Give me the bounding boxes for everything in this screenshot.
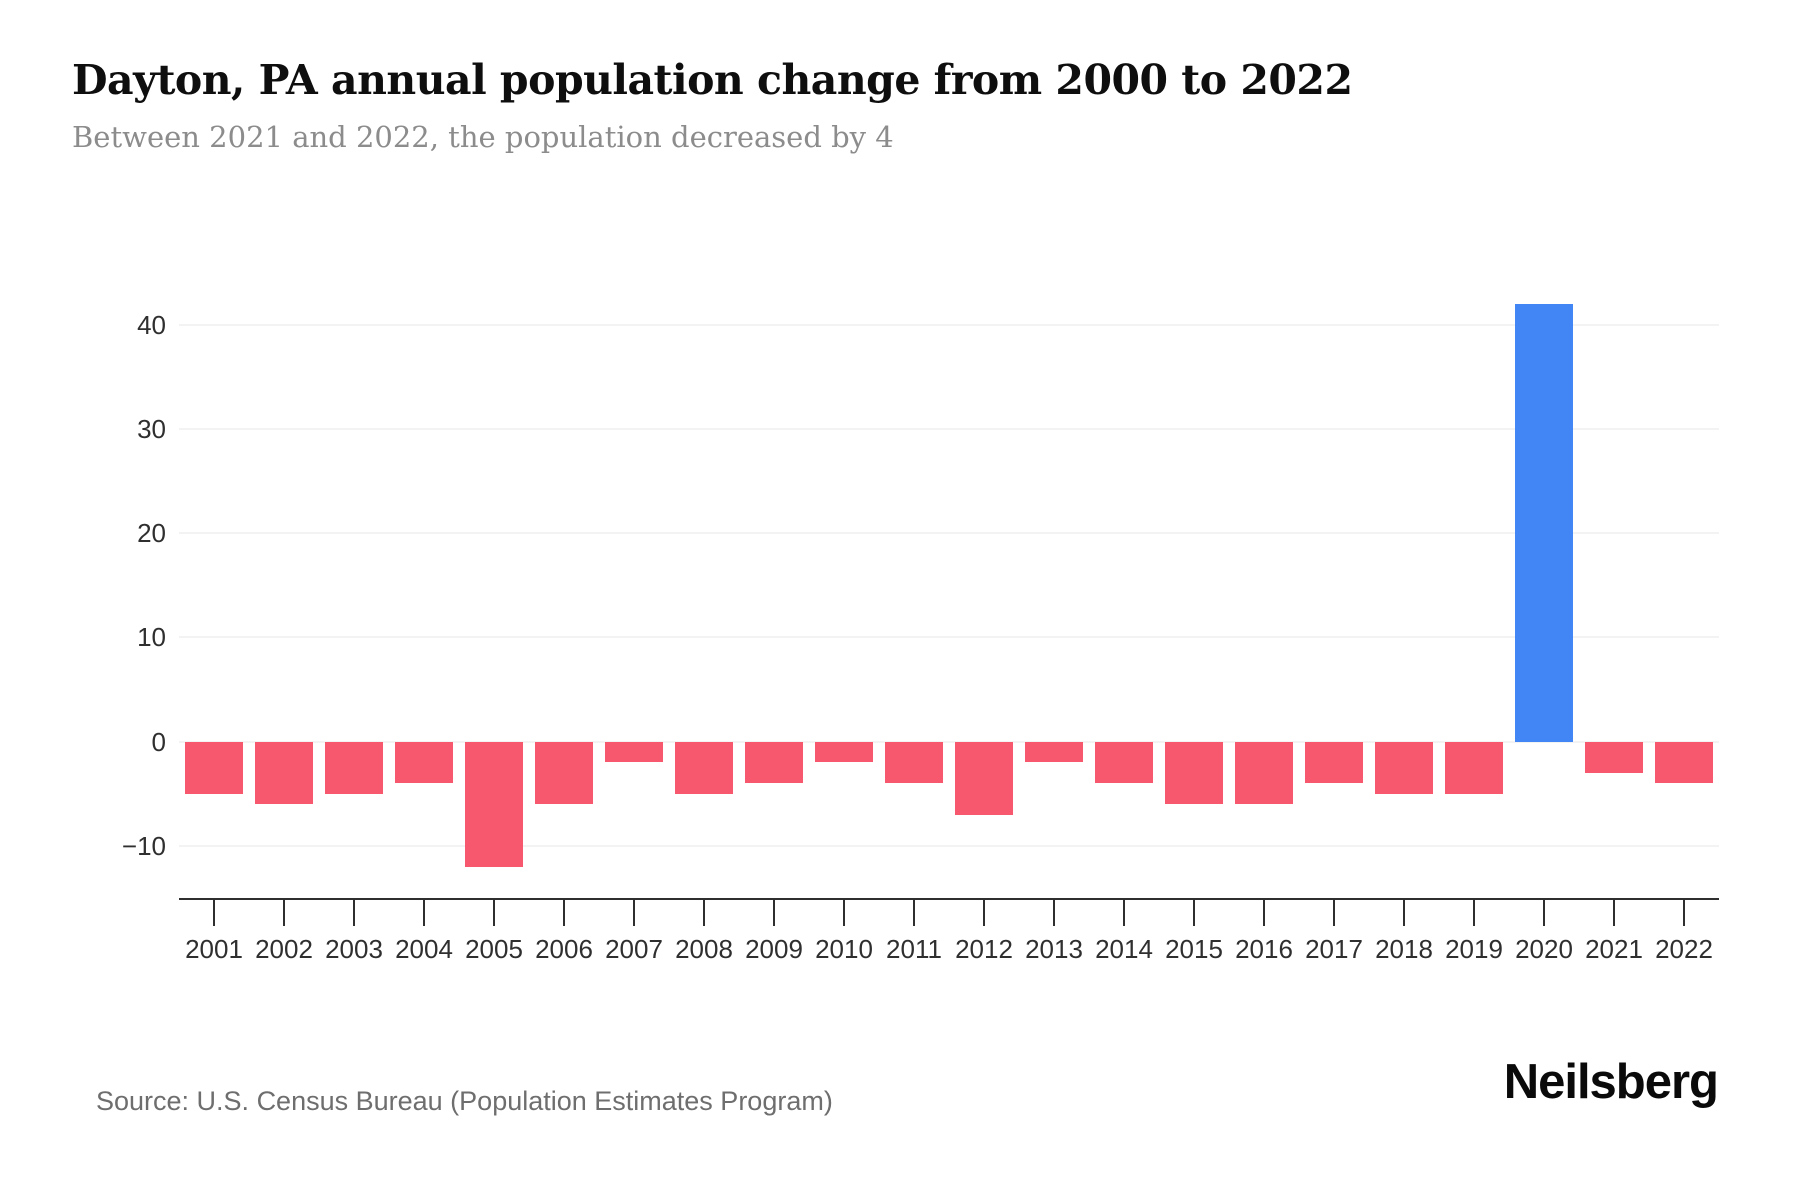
x-axis-label-2003: 2003 bbox=[325, 934, 383, 964]
x-axis-label-2005: 2005 bbox=[465, 934, 523, 964]
bar-2007[interactable] bbox=[605, 741, 663, 763]
x-axis-tick bbox=[1123, 898, 1125, 926]
bar-2018[interactable] bbox=[1375, 741, 1433, 794]
x-axis-label-2010: 2010 bbox=[815, 934, 873, 964]
gridline-y--10 bbox=[179, 844, 1719, 847]
neilsberg-logo[interactable]: Neilsberg bbox=[1503, 1055, 1719, 1109]
chart-subtitle: Between 2021 and 2022, the population de… bbox=[72, 120, 894, 154]
x-axis-label-2012: 2012 bbox=[955, 934, 1013, 964]
x-axis-label-2020: 2020 bbox=[1515, 934, 1573, 964]
bar-2022[interactable] bbox=[1655, 741, 1713, 784]
x-axis-tick bbox=[283, 898, 285, 926]
x-axis-tick bbox=[1473, 898, 1475, 926]
bar-2002[interactable] bbox=[255, 741, 313, 805]
x-axis-tick bbox=[703, 898, 705, 926]
bar-2004[interactable] bbox=[395, 741, 453, 784]
x-axis-tick bbox=[843, 898, 845, 926]
x-axis-label-2019: 2019 bbox=[1445, 934, 1503, 964]
x-axis-label-2017: 2017 bbox=[1305, 934, 1363, 964]
gridline-y-20 bbox=[179, 532, 1719, 535]
x-axis-tick bbox=[1543, 898, 1545, 926]
x-axis-label-2022: 2022 bbox=[1655, 934, 1713, 964]
x-axis-tick bbox=[213, 898, 215, 926]
chart-title: Dayton, PA annual population change from… bbox=[72, 56, 1353, 104]
bar-2019[interactable] bbox=[1445, 741, 1503, 794]
bar-2016[interactable] bbox=[1235, 741, 1293, 805]
x-axis-tick bbox=[1263, 898, 1265, 926]
x-axis-label-2018: 2018 bbox=[1375, 934, 1433, 964]
x-axis-tick bbox=[353, 898, 355, 926]
x-axis-label-2014: 2014 bbox=[1095, 934, 1153, 964]
x-axis-tick bbox=[423, 898, 425, 926]
bar-2005[interactable] bbox=[465, 741, 523, 867]
x-axis-tick bbox=[913, 898, 915, 926]
source-text: Source: U.S. Census Bureau (Population E… bbox=[96, 1086, 833, 1116]
bar-2011[interactable] bbox=[885, 741, 943, 784]
bar-2010[interactable] bbox=[815, 741, 873, 763]
x-axis-tick bbox=[633, 898, 635, 926]
y-axis-tick-label: 0 bbox=[151, 726, 166, 757]
x-axis-label-2016: 2016 bbox=[1235, 934, 1293, 964]
gridline-y-0 bbox=[179, 740, 1719, 743]
x-axis-tick bbox=[1403, 898, 1405, 926]
x-axis-tick bbox=[1683, 898, 1685, 926]
x-axis-label-2013: 2013 bbox=[1025, 934, 1083, 964]
bar-chart-plot-area: 2001 2002 2003 2004 2005 2006 2007 2008 2009 2010… bbox=[179, 262, 1719, 964]
gridline-y-40 bbox=[179, 323, 1719, 326]
y-axis-tick-label: 20 bbox=[137, 518, 166, 549]
x-axis-label-2008: 2008 bbox=[675, 934, 733, 964]
x-axis-label-2001: 2001 bbox=[185, 934, 243, 964]
x-axis-label-2011: 2011 bbox=[886, 934, 942, 964]
bar-2001[interactable] bbox=[185, 741, 243, 794]
gridline-y-30 bbox=[179, 427, 1719, 430]
bar-2017[interactable] bbox=[1305, 741, 1363, 784]
x-axis-tick bbox=[773, 898, 775, 926]
x-axis-tick bbox=[1613, 898, 1615, 926]
y-axis-tick-label: 30 bbox=[137, 413, 166, 444]
bar-2014[interactable] bbox=[1095, 741, 1153, 784]
x-axis-label-2007: 2007 bbox=[605, 934, 663, 964]
bar-2012[interactable] bbox=[955, 741, 1013, 815]
y-axis-tick-label: 10 bbox=[137, 622, 166, 653]
bar-2003[interactable] bbox=[325, 741, 383, 794]
bar-2013[interactable] bbox=[1025, 741, 1083, 763]
x-axis-label-2009: 2009 bbox=[745, 934, 803, 964]
x-axis-label-2004: 2004 bbox=[395, 934, 453, 964]
y-axis-tick-label: −10 bbox=[121, 830, 166, 861]
bar-2021[interactable] bbox=[1585, 741, 1643, 773]
x-axis-label-2015: 2015 bbox=[1165, 934, 1223, 964]
x-axis-label-2006: 2006 bbox=[535, 934, 593, 964]
x-axis-tick bbox=[1193, 898, 1195, 926]
bar-2008[interactable] bbox=[675, 741, 733, 794]
gridline-y-10 bbox=[179, 636, 1719, 639]
bar-2006[interactable] bbox=[535, 741, 593, 805]
x-axis-tick bbox=[983, 898, 985, 926]
x-axis-label-2021: 2021 bbox=[1585, 934, 1643, 964]
bar-2015[interactable] bbox=[1165, 741, 1223, 805]
x-axis-label-2002: 2002 bbox=[255, 934, 313, 964]
x-axis-tick bbox=[493, 898, 495, 926]
bar-2020[interactable] bbox=[1515, 303, 1573, 742]
x-axis-tick bbox=[563, 898, 565, 926]
x-axis-tick bbox=[1333, 898, 1335, 926]
x-axis-tick bbox=[1053, 898, 1055, 926]
y-axis-tick-label: 40 bbox=[137, 309, 166, 340]
bar-2009[interactable] bbox=[745, 741, 803, 784]
